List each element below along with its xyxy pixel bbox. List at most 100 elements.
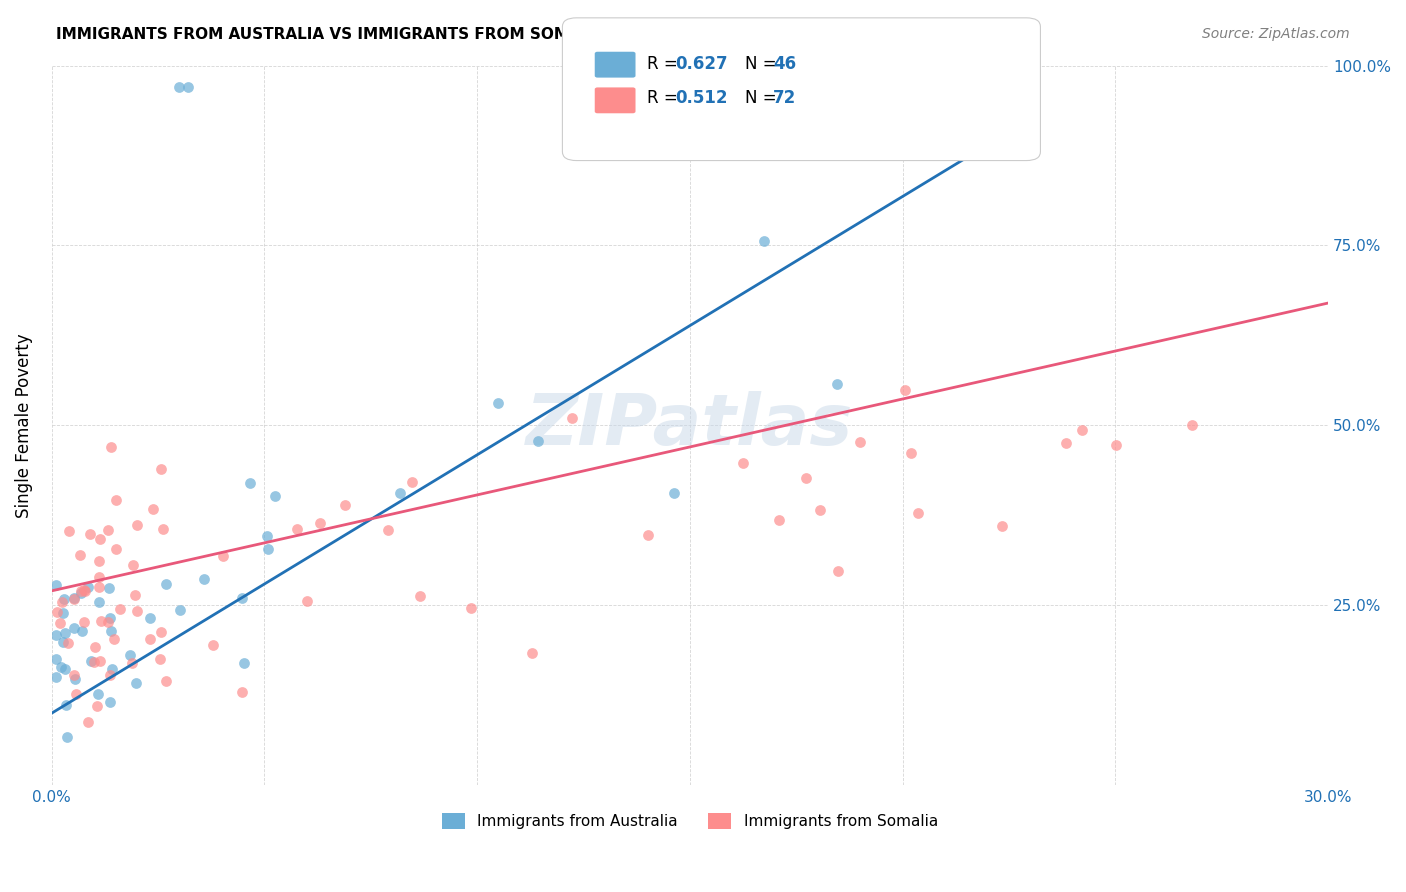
Point: [752, 234, 775, 248]
Point: [139, 632, 162, 646]
Point: [894, 383, 917, 397]
Point: [155, 577, 177, 591]
Point: [45, 670, 67, 684]
Point: [295, 594, 318, 608]
Point: [76, 580, 98, 594]
Point: [121, 558, 143, 572]
Point: [232, 657, 254, 671]
Point: [62, 668, 84, 682]
Point: [53, 662, 76, 676]
Point: [1071, 423, 1094, 437]
Point: [285, 522, 308, 536]
Point: [89, 654, 111, 668]
Y-axis label: Single Female Poverty: Single Female Poverty: [15, 333, 32, 517]
Point: [155, 674, 177, 689]
Point: [103, 632, 125, 646]
Point: [231, 591, 253, 606]
Point: [152, 522, 174, 536]
Point: [62, 622, 84, 636]
Point: [105, 542, 128, 557]
Point: [46, 605, 69, 619]
Point: [142, 502, 165, 516]
Point: [990, 519, 1012, 533]
Point: [53, 626, 76, 640]
Point: [1054, 436, 1077, 450]
Point: [52, 592, 75, 607]
Legend: Immigrants from Australia, Immigrants from Somalia: Immigrants from Australia, Immigrants fr…: [436, 806, 943, 835]
Point: [89, 532, 111, 546]
Point: [70, 624, 93, 638]
Point: [87, 580, 110, 594]
Text: N =: N =: [745, 55, 782, 73]
Point: [808, 503, 831, 517]
Point: [907, 506, 929, 520]
Point: [1181, 418, 1204, 433]
Point: [98, 611, 121, 625]
Point: [522, 646, 544, 660]
Point: [796, 471, 818, 485]
Point: [100, 695, 122, 709]
Point: [98, 581, 121, 595]
Point: [45, 652, 67, 666]
Point: [89, 595, 111, 609]
Text: 0.512: 0.512: [675, 89, 727, 107]
Point: [100, 624, 122, 638]
Point: [62, 592, 84, 607]
Point: [239, 475, 262, 490]
Point: [849, 435, 872, 450]
Point: [69, 548, 91, 562]
Point: [121, 657, 143, 671]
Point: [264, 490, 287, 504]
Point: [52, 607, 75, 621]
Point: [62, 591, 84, 606]
Text: Source: ZipAtlas.com: Source: ZipAtlas.com: [1202, 27, 1350, 41]
Point: [900, 446, 922, 460]
Point: [377, 523, 399, 537]
Point: [637, 528, 659, 542]
Point: [333, 498, 356, 512]
Point: [98, 668, 121, 682]
Point: [169, 603, 191, 617]
Point: [733, 456, 755, 470]
Point: [664, 485, 686, 500]
Point: [72, 615, 94, 630]
Point: [101, 662, 124, 676]
Point: [86, 698, 108, 713]
Point: [97, 615, 120, 629]
Point: [45, 578, 67, 592]
Point: [486, 396, 509, 410]
Point: [63, 672, 86, 686]
Point: [169, 80, 191, 95]
Point: [73, 583, 96, 598]
Point: [460, 601, 482, 615]
Text: 0.627: 0.627: [675, 55, 727, 73]
Point: [177, 80, 200, 95]
Point: [87, 569, 110, 583]
Point: [201, 638, 224, 652]
Point: [388, 485, 411, 500]
Point: [49, 616, 72, 631]
Point: [56, 730, 79, 744]
Point: [90, 615, 112, 629]
Point: [256, 528, 278, 542]
Point: [76, 715, 98, 730]
Text: ZIPatlas: ZIPatlas: [526, 391, 853, 460]
Point: [96, 524, 118, 538]
Text: R =: R =: [647, 89, 683, 107]
Point: [526, 434, 548, 448]
Point: [79, 526, 101, 541]
Point: [409, 589, 432, 603]
Point: [100, 440, 122, 454]
Text: IMMIGRANTS FROM AUSTRALIA VS IMMIGRANTS FROM SOMALIA SINGLE FEMALE POVERTY CORRE: IMMIGRANTS FROM AUSTRALIA VS IMMIGRANTS …: [56, 27, 1019, 42]
Point: [84, 640, 107, 655]
Point: [51, 595, 73, 609]
Point: [127, 604, 149, 618]
Point: [56, 635, 79, 649]
Point: [1105, 438, 1128, 452]
Point: [87, 554, 110, 568]
Point: [308, 516, 330, 530]
Point: [139, 611, 162, 625]
Point: [212, 549, 235, 563]
Text: 72: 72: [773, 89, 797, 107]
Point: [193, 572, 215, 586]
